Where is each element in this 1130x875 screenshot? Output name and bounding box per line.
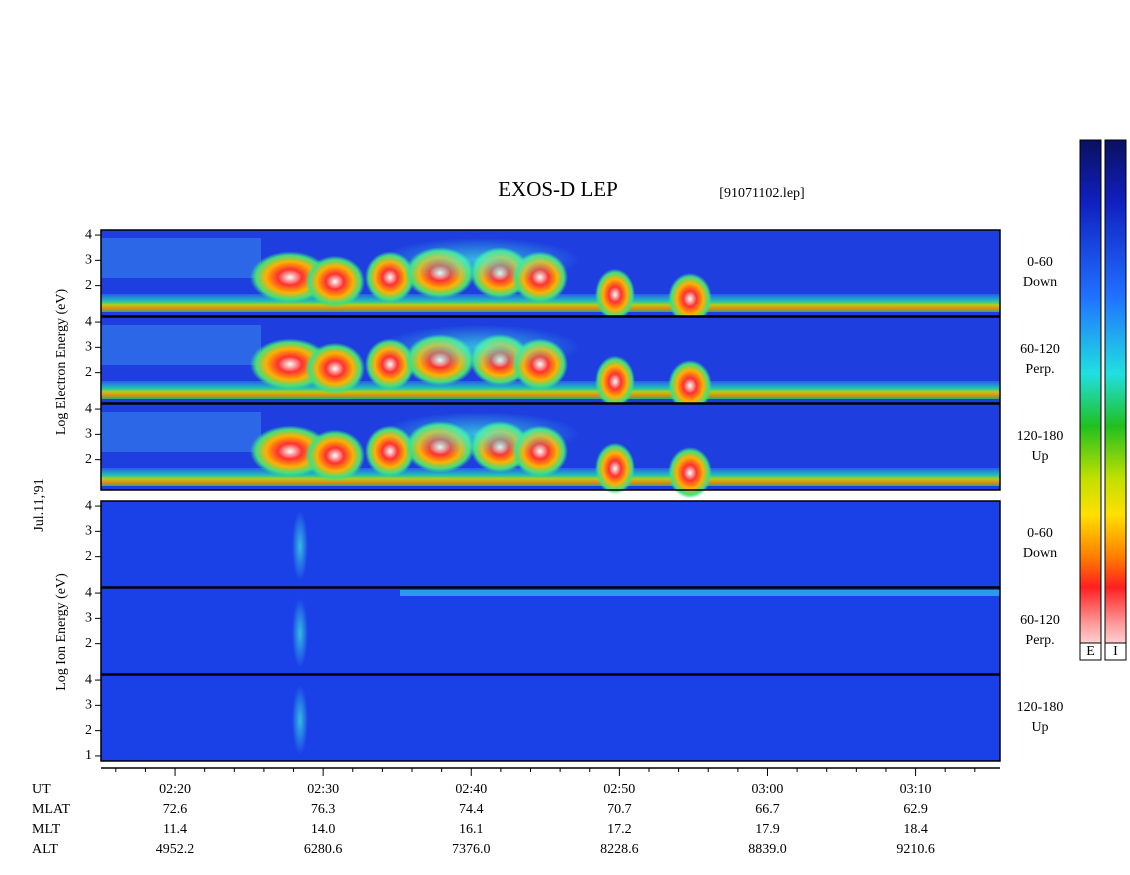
y-tick-label: 2 — [85, 723, 92, 738]
spectrogram-background — [101, 501, 1000, 587]
panel-frame — [100, 500, 1001, 588]
panel-label: 0-60 — [1027, 255, 1053, 270]
y-tick-label: 3 — [85, 698, 92, 713]
y-tick-label: 2 — [85, 549, 92, 564]
panel-frame — [100, 403, 1001, 491]
orbit-value: 62.9 — [903, 802, 928, 817]
x-tick-label: 02:30 — [307, 782, 339, 797]
spectrum-feature — [595, 442, 635, 495]
spectrum-feature — [400, 590, 1000, 596]
orbit-value: 11.4 — [163, 822, 187, 837]
colorbar-label: E — [1086, 644, 1095, 659]
spectrogram-band — [101, 412, 261, 452]
spectrum-feature — [305, 429, 365, 482]
orbit-value: 17.9 — [755, 822, 780, 837]
panel-label: 120-180 — [1017, 700, 1064, 715]
spectrum-feature — [380, 412, 580, 456]
panel-sublabel: Down — [1023, 546, 1057, 561]
orbit-value: 17.2 — [607, 822, 632, 837]
panel-frame — [100, 316, 1001, 404]
panel-label: 120-180 — [1017, 429, 1064, 444]
panel-sublabel: Up — [1031, 449, 1048, 464]
orbit-value: 4952.2 — [156, 842, 195, 857]
colorbar-label: I — [1113, 644, 1118, 659]
y-tick-label: 4 — [85, 672, 92, 687]
title: EXOS-D LEP — [498, 177, 618, 201]
file-name: [91071102.lep] — [719, 186, 804, 201]
y-tick-label: 3 — [85, 253, 92, 268]
y-axis-label: Log Electron Energy (eV) — [54, 289, 69, 436]
y-tick-label: 4 — [85, 227, 92, 242]
spectrum-feature — [292, 685, 308, 755]
panel-label: 0-60 — [1027, 526, 1053, 541]
panel-frame — [100, 674, 1001, 762]
y-tick-label: 4 — [85, 498, 92, 513]
orbit-row-name: MLAT — [32, 802, 71, 817]
y-tick-label: 2 — [85, 452, 92, 467]
panel-label: 60-120 — [1020, 613, 1060, 628]
panel-sublabel: Up — [1031, 720, 1048, 735]
y-tick-label: 2 — [85, 278, 92, 293]
orbit-value: 76.3 — [311, 802, 336, 817]
x-tick-label: 02:20 — [159, 782, 191, 797]
y-tick-label: 2 — [85, 365, 92, 380]
y-tick-label: 4 — [85, 314, 92, 329]
y-tick-label: 1 — [85, 748, 92, 763]
panel-frame — [100, 587, 1001, 675]
spectrum-feature — [668, 447, 712, 499]
x-tick-label: 02:50 — [603, 782, 635, 797]
orbit-row-name: UT — [32, 782, 51, 797]
spectrum-feature — [668, 273, 712, 325]
y-tick-label: 3 — [85, 524, 92, 539]
y-tick-label: 2 — [85, 636, 92, 651]
orbit-value: 8839.0 — [748, 842, 787, 857]
y-tick-label: 4 — [85, 585, 92, 600]
spectrum-feature — [305, 255, 365, 308]
orbit-value: 74.4 — [459, 802, 484, 817]
orbit-value: 16.1 — [459, 822, 484, 837]
colorbar-label-box — [1104, 642, 1127, 661]
y-tick-label: 3 — [85, 340, 92, 355]
colorbar — [1104, 139, 1127, 661]
orbit-value: 6280.6 — [304, 842, 343, 857]
spectrogram-band — [101, 325, 261, 365]
spectrum-feature — [380, 238, 580, 282]
x-tick-label: 03:00 — [752, 782, 784, 797]
orbit-value: 18.4 — [903, 822, 928, 837]
spectrogram-background — [101, 675, 1000, 761]
panel-sublabel: Perp. — [1025, 362, 1054, 377]
spectrum-feature — [380, 325, 580, 369]
y-axis-label: Log Ion Energy (eV) — [54, 573, 69, 691]
orbit-value: 7376.0 — [452, 842, 491, 857]
orbit-row-name: ALT — [32, 842, 58, 857]
colorbar — [1079, 139, 1102, 661]
colorbar-label-box — [1079, 642, 1102, 661]
orbit-value: 14.0 — [311, 822, 336, 837]
orbit-value: 66.7 — [755, 802, 780, 817]
orbit-value: 72.6 — [163, 802, 188, 817]
date: Jul.11,'91 — [32, 478, 47, 531]
x-tick-label: 02:40 — [455, 782, 487, 797]
spectrum-feature — [292, 598, 308, 668]
spectrum-feature — [595, 355, 635, 408]
spectrum-feature — [292, 511, 308, 581]
spectrum-feature — [305, 342, 365, 395]
spectrum-feature — [668, 360, 712, 412]
orbit-value: 8228.6 — [600, 842, 639, 857]
y-tick-label: 3 — [85, 611, 92, 626]
panel-label: 60-120 — [1020, 342, 1060, 357]
y-tick-label: 3 — [85, 427, 92, 442]
orbit-value: 70.7 — [607, 802, 632, 817]
spectrogram-background — [101, 588, 1000, 674]
panel-frame — [100, 229, 1001, 317]
x-tick-label: 03:10 — [900, 782, 932, 797]
spectrogram-band — [101, 238, 261, 278]
orbit-row-name: MLT — [32, 822, 61, 837]
y-tick-label: 4 — [85, 401, 92, 416]
spectrum-feature — [595, 268, 635, 321]
orbit-value: 9210.6 — [896, 842, 935, 857]
panel-sublabel: Down — [1023, 275, 1057, 290]
panel-sublabel: Perp. — [1025, 633, 1054, 648]
